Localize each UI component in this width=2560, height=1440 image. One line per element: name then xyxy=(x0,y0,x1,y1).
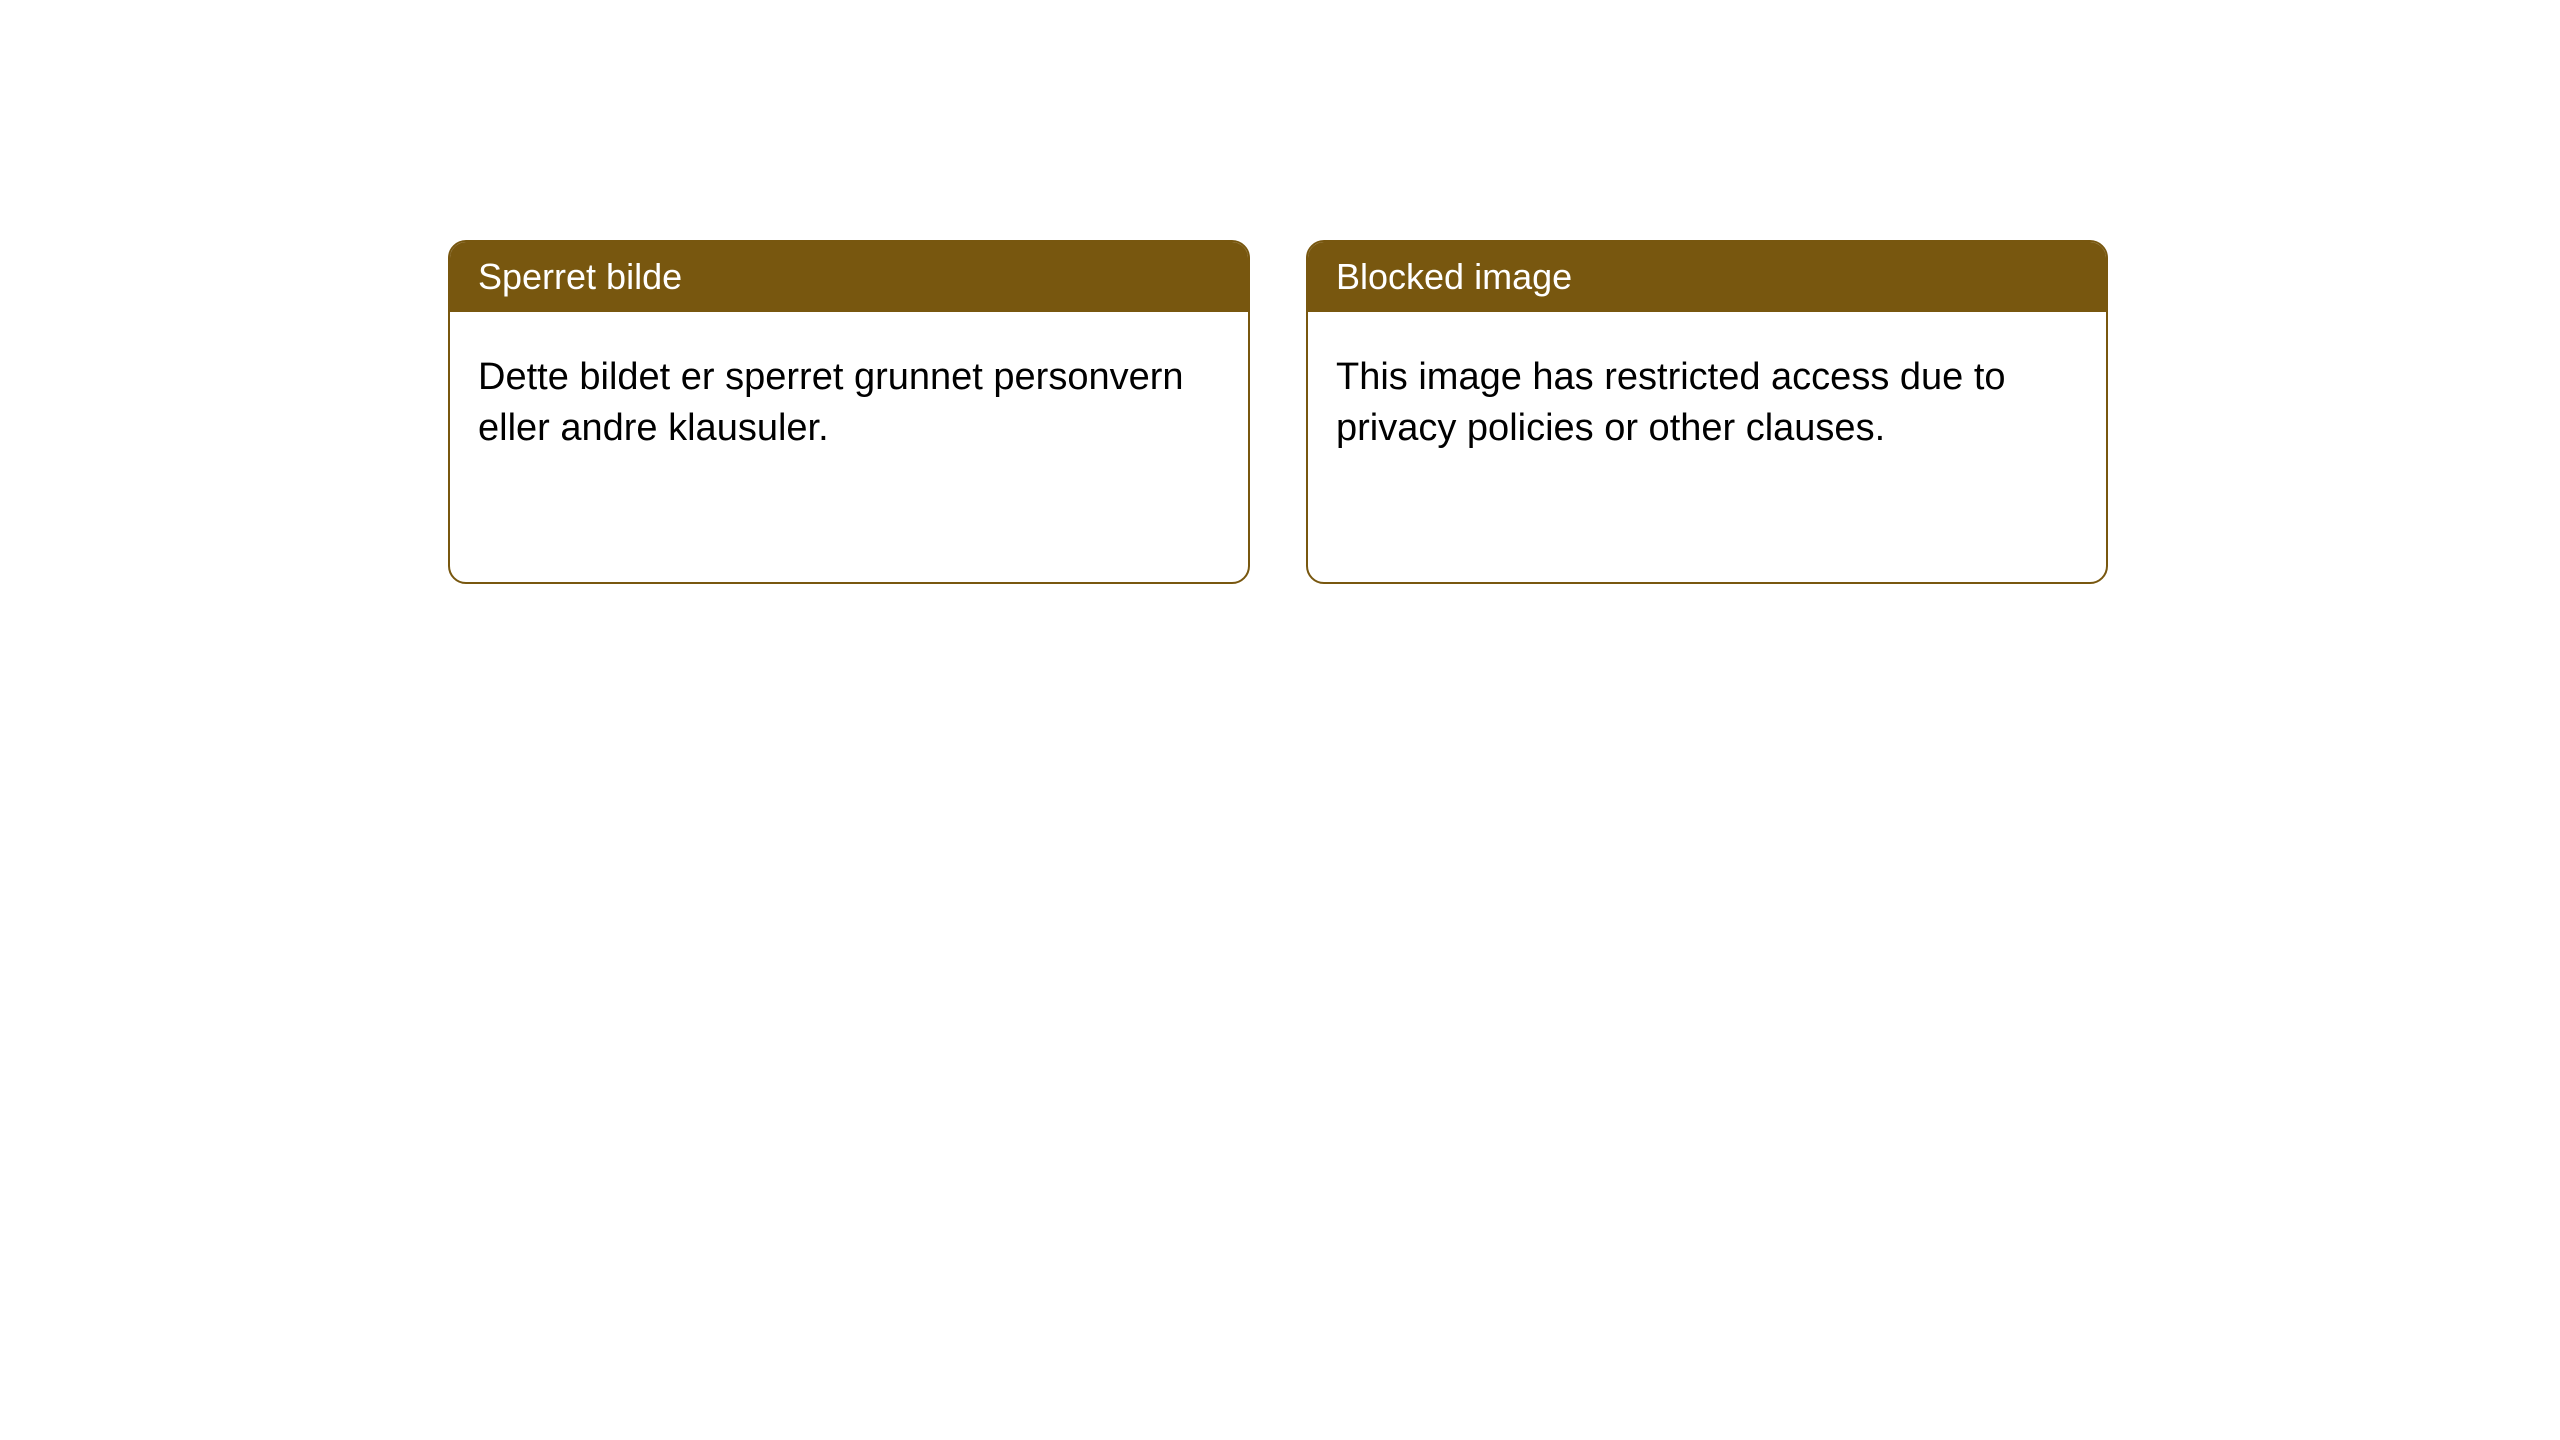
notice-header-no: Sperret bilde xyxy=(450,242,1248,312)
notice-container: Sperret bilde Dette bildet er sperret gr… xyxy=(0,0,2560,584)
notice-card-en: Blocked image This image has restricted … xyxy=(1306,240,2108,584)
notice-body-no: Dette bildet er sperret grunnet personve… xyxy=(450,312,1248,582)
notice-header-en: Blocked image xyxy=(1308,242,2106,312)
notice-card-no: Sperret bilde Dette bildet er sperret gr… xyxy=(448,240,1250,584)
notice-body-en: This image has restricted access due to … xyxy=(1308,312,2106,582)
